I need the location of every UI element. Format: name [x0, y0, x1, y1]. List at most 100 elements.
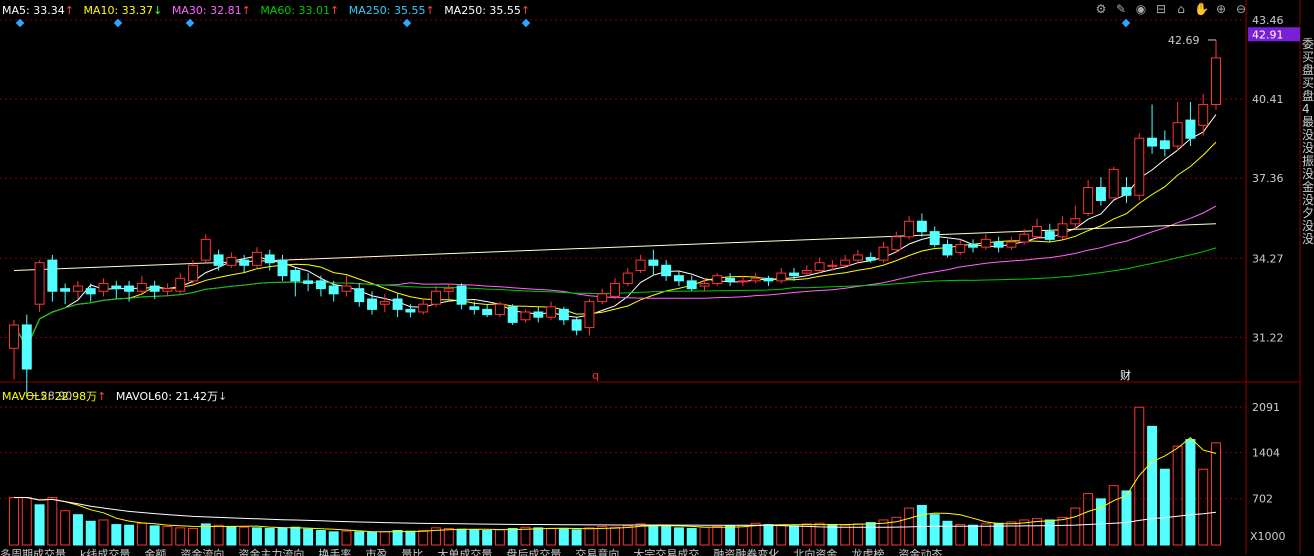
indicator-tab[interactable]: 资金流向 — [180, 548, 225, 556]
volume-bar — [188, 528, 198, 546]
indicator-tab[interactable]: 量比 — [401, 548, 424, 556]
candle-body — [622, 272, 633, 284]
ma60-label: MA60: 33.01↑ — [260, 4, 340, 17]
indicator-tab[interactable]: 市盈 — [365, 548, 388, 556]
volume-bar — [635, 523, 646, 546]
hand-icon[interactable]: ✋ — [1194, 2, 1209, 16]
trend-arrow: ↑ — [425, 4, 435, 17]
volume-bar — [443, 528, 454, 546]
candle-body — [942, 244, 953, 256]
indicator-tab[interactable]: 换手率 — [318, 548, 352, 556]
ma250a-label: MA250: 35.55↑ — [348, 4, 435, 17]
volume-bar — [60, 510, 71, 546]
candle-body — [200, 238, 211, 261]
volume-bar — [1095, 498, 1106, 546]
indicator-tab[interactable]: 北向资金 — [793, 548, 838, 556]
indicator-tab[interactable]: k线成交量 — [80, 548, 131, 556]
indicator-tab[interactable]: 龙虎榜 — [851, 548, 885, 556]
basket-icon[interactable]: ⊟ — [1155, 2, 1167, 16]
candle-body — [47, 259, 58, 292]
candle-body — [1083, 187, 1094, 214]
volume-bar — [533, 527, 544, 546]
candle-body — [955, 244, 966, 253]
candle-body — [904, 220, 915, 238]
volume-bar — [341, 530, 352, 546]
volume-bar — [699, 526, 710, 546]
chart-toolbar: ⚙ ✎ ◉ ⊟ ⌂ ✋ ⊕ ⊖ — [1094, 2, 1248, 16]
indicator-tab[interactable]: 融资融券变化 — [713, 548, 780, 556]
zoom-out-icon[interactable]: ⊖ — [1235, 2, 1247, 16]
volume-bar — [801, 523, 812, 546]
price-tick-label: 40.41 — [1252, 93, 1284, 106]
trend-arrow: ↑ — [241, 4, 251, 17]
indicator-tab[interactable]: 金额 — [144, 548, 167, 556]
candle-body — [533, 311, 544, 318]
volume-bar — [21, 497, 32, 546]
candle-body — [1185, 119, 1196, 139]
candle-body — [405, 308, 416, 313]
draw-icon[interactable]: ✎ — [1115, 2, 1127, 16]
settings-icon[interactable]: ⚙ — [1095, 2, 1107, 16]
candle-body — [188, 264, 198, 282]
volume-bar — [712, 526, 723, 546]
candle-body — [584, 301, 595, 329]
volume-bar — [1211, 442, 1221, 546]
candle-body — [929, 231, 940, 246]
volume-bar — [1198, 468, 1209, 546]
volume-bar — [1185, 439, 1196, 546]
candle-body — [162, 288, 173, 292]
volume-bar — [814, 522, 825, 546]
candle-body — [546, 306, 557, 318]
event-marker-icon — [402, 18, 412, 28]
volume-bar — [418, 530, 429, 546]
lock-icon[interactable]: ⌂ — [1177, 2, 1185, 16]
candle-body — [648, 259, 659, 266]
volume-bar — [85, 520, 96, 546]
indicator-tab[interactable]: 多周期成交量 — [0, 548, 66, 556]
candle-body — [980, 238, 991, 248]
event-marker-icon — [521, 18, 531, 28]
volume-bar — [111, 524, 122, 546]
candle-body — [1108, 168, 1119, 199]
indicator-tab[interactable]: 资金主力流向 — [238, 548, 305, 556]
indicator-tabs: 多周期成交量 k线成交量 金额 资金流向 资金主力流向 换手率 市盈 量比 大单成交量 盘后成交量… — [0, 546, 1300, 556]
volume-bar — [328, 531, 339, 546]
price-tick-label: 31.22 — [1252, 331, 1284, 344]
candle-body — [469, 306, 480, 310]
indicator-tab[interactable]: 盘后成交量 — [506, 548, 562, 556]
volume-bar — [916, 504, 927, 546]
indicator-tab[interactable]: 交易意向 — [575, 548, 620, 556]
zoom-in-icon[interactable]: ⊕ — [1215, 2, 1227, 16]
indicator-tab[interactable]: 大单成交量 — [437, 548, 493, 556]
volume-bar — [584, 527, 595, 546]
ma5-label: MA5: 33.34↑ — [2, 4, 74, 17]
mavol60-line — [14, 497, 1217, 528]
volume-bar — [431, 527, 441, 546]
volume-bar — [303, 528, 314, 546]
volume-bar — [1172, 445, 1183, 546]
candle-body — [175, 277, 186, 292]
volume-bar — [290, 526, 301, 546]
eye-icon[interactable]: ◉ — [1135, 2, 1147, 16]
mavol60-label: MAVOL60: 21.42万↓ — [115, 390, 228, 403]
candle-body — [443, 288, 454, 292]
candle-body — [571, 319, 582, 331]
volume-bar — [673, 527, 684, 546]
trend-arrow: ↓ — [217, 390, 228, 403]
candle-body — [124, 285, 135, 292]
volume-bar — [1159, 468, 1170, 546]
volume-bar — [1147, 425, 1158, 546]
candle-body — [673, 275, 684, 282]
candle-body — [1121, 187, 1132, 196]
volume-bar — [494, 529, 505, 546]
volume-bar — [558, 528, 569, 546]
candle-body — [1134, 137, 1145, 196]
high-price-label: 42.69 — [1168, 34, 1200, 47]
volume-bar — [789, 525, 799, 546]
indicator-tab[interactable]: 大宗交易成交 — [633, 548, 700, 556]
candle-body — [878, 246, 889, 261]
indicator-tab[interactable]: 资金动态 — [898, 548, 943, 556]
volume-bar — [1083, 493, 1094, 546]
candle-body — [635, 259, 646, 271]
